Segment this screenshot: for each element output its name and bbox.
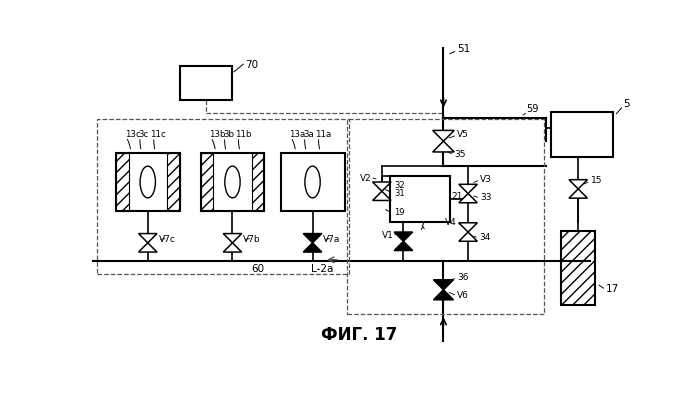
Polygon shape	[569, 189, 587, 198]
Text: 13a: 13a	[290, 130, 306, 139]
Text: 13b: 13b	[209, 130, 226, 139]
Bar	[167, 154, 180, 211]
Polygon shape	[459, 185, 477, 194]
Text: V3: V3	[480, 174, 492, 183]
Polygon shape	[223, 234, 242, 243]
Polygon shape	[459, 233, 477, 242]
Polygon shape	[394, 233, 413, 242]
Polygon shape	[433, 142, 454, 152]
Text: V6: V6	[457, 290, 469, 299]
Bar	[97, 119, 349, 275]
Text: V4: V4	[445, 217, 456, 226]
Polygon shape	[139, 243, 157, 253]
Text: V5: V5	[457, 130, 469, 139]
Bar	[116, 154, 180, 211]
Text: 32: 32	[394, 180, 405, 189]
Text: 3b: 3b	[223, 130, 235, 139]
Text: 35: 35	[454, 150, 466, 159]
Ellipse shape	[305, 167, 320, 198]
Ellipse shape	[140, 167, 155, 198]
Text: 51: 51	[457, 44, 470, 54]
Text: 3c: 3c	[139, 130, 149, 139]
Text: 33: 33	[480, 193, 492, 202]
Bar	[200, 154, 214, 211]
Text: 70: 70	[245, 60, 258, 70]
Polygon shape	[433, 131, 454, 142]
Text: 59: 59	[526, 104, 539, 114]
Ellipse shape	[225, 167, 240, 198]
Text: 19: 19	[394, 207, 405, 216]
Polygon shape	[303, 234, 322, 243]
Text: 11c: 11c	[150, 130, 166, 139]
Text: 34: 34	[479, 233, 490, 242]
Text: 31: 31	[394, 188, 405, 197]
Text: 13c: 13c	[125, 130, 141, 139]
Polygon shape	[372, 182, 391, 192]
Polygon shape	[394, 242, 413, 251]
Text: 36: 36	[457, 272, 469, 281]
Polygon shape	[569, 180, 587, 189]
Polygon shape	[139, 234, 157, 243]
Text: 11a: 11a	[315, 130, 331, 139]
Bar	[200, 154, 265, 211]
Text: L-2a: L-2a	[311, 263, 333, 273]
Text: V1: V1	[382, 231, 393, 240]
Polygon shape	[303, 243, 322, 253]
Text: ФИГ. 17: ФИГ. 17	[321, 325, 397, 343]
Text: 21: 21	[452, 192, 463, 201]
Text: V2: V2	[360, 174, 372, 183]
Text: 3a: 3a	[303, 130, 314, 139]
Bar	[390, 176, 449, 223]
Polygon shape	[459, 194, 477, 203]
Bar	[180, 67, 232, 100]
Text: 5: 5	[624, 99, 630, 109]
Bar	[281, 154, 344, 211]
Text: V7b: V7b	[244, 235, 261, 244]
Text: V7c: V7c	[159, 235, 176, 244]
Bar	[347, 119, 545, 315]
Polygon shape	[433, 290, 454, 300]
Text: 15: 15	[591, 176, 602, 185]
Polygon shape	[459, 223, 477, 233]
Bar	[552, 113, 613, 157]
Polygon shape	[433, 280, 454, 290]
Text: 17: 17	[606, 283, 620, 293]
Polygon shape	[372, 192, 391, 201]
Text: 60: 60	[251, 263, 264, 273]
Bar	[561, 232, 595, 306]
Text: 7: 7	[418, 222, 424, 232]
Polygon shape	[223, 243, 242, 253]
Text: V7a: V7a	[323, 235, 341, 244]
Bar	[251, 154, 265, 211]
Text: 11b: 11b	[234, 130, 251, 139]
Bar	[116, 154, 129, 211]
